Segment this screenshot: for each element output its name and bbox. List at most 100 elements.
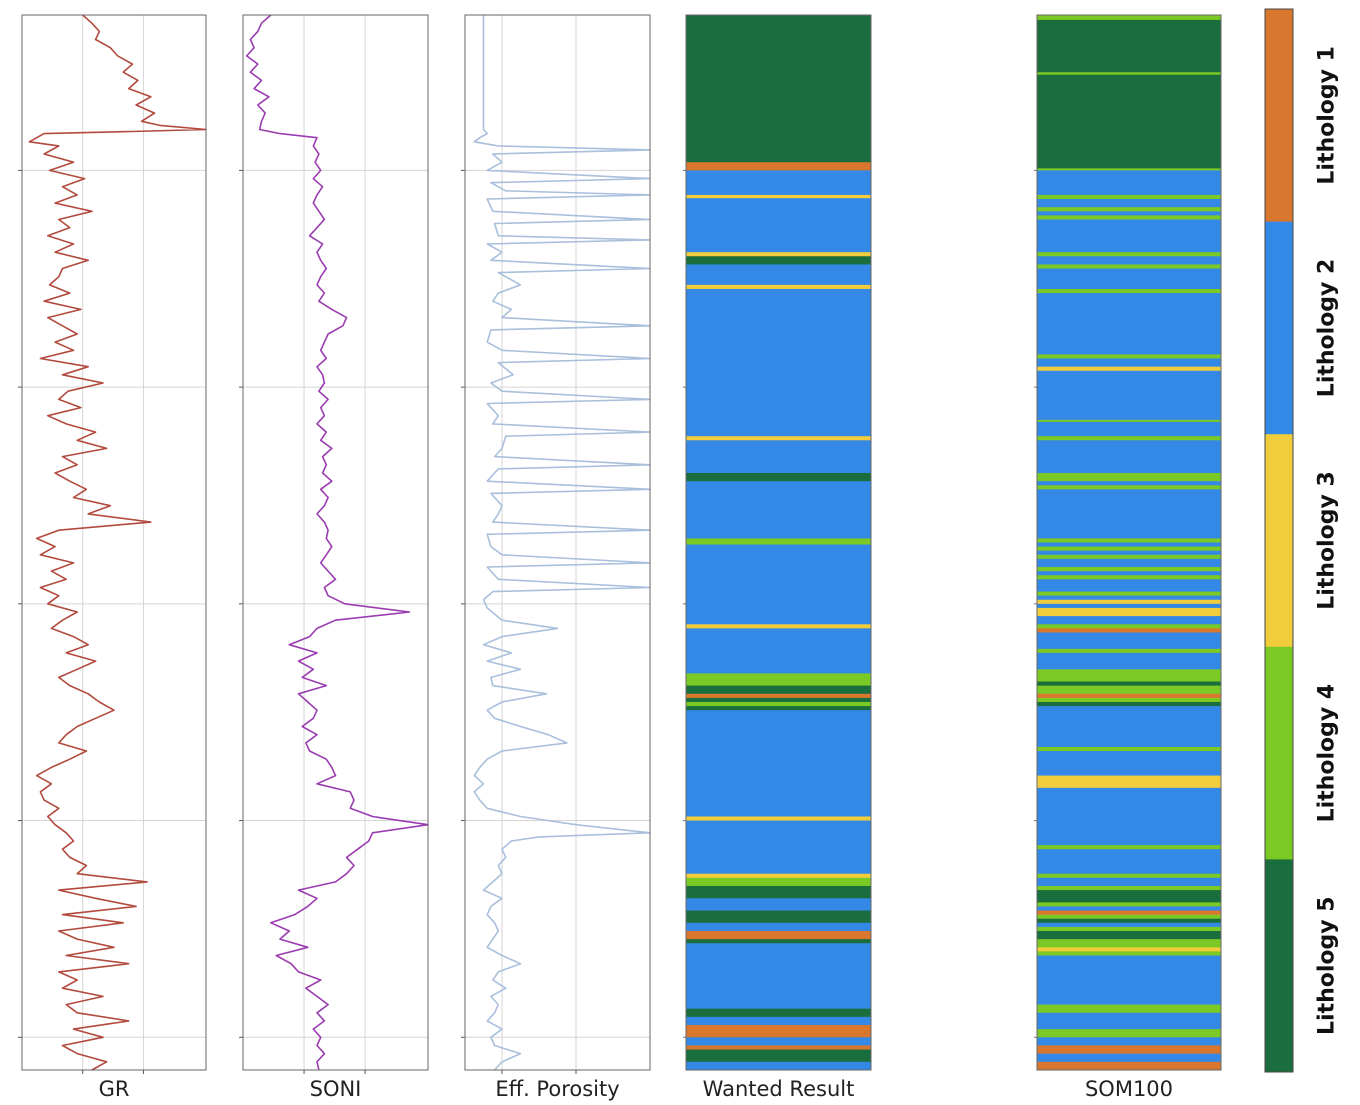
legend-swatch-4: [1265, 646, 1293, 860]
som100-track-segment-59: [1037, 746, 1221, 752]
legend-swatch-5: [1265, 859, 1293, 1073]
wanted-result-track-segment-42: [686, 1061, 871, 1071]
wanted-result-track-segment-27: [686, 873, 871, 879]
som100-track-segment-2: [1037, 72, 1221, 76]
wanted-result-track-segment-38: [686, 1025, 871, 1038]
som100-track-segment-40: [1037, 591, 1221, 597]
wanted-result-track-segment-8: [686, 284, 871, 290]
wanted-result-track-segment-13: [686, 481, 871, 539]
som100-track-segment-61: [1037, 775, 1221, 789]
som100-track-segment-3: [1037, 74, 1221, 169]
som100-track-segment-23: [1037, 421, 1221, 437]
som100-track-segment-71: [1037, 910, 1221, 916]
legend-label-4: Lithology 4: [1315, 684, 1340, 823]
som100-track: SOM100: [1034, 14, 1222, 1101]
som100-track-segment-13: [1037, 256, 1221, 265]
som100-track-segment-66: [1037, 877, 1221, 887]
som100-track-segment-69: [1037, 902, 1221, 907]
som100-track-segment-79: [1037, 951, 1221, 957]
som100-track-segment-77: [1037, 939, 1221, 948]
wanted-result-track-segment-14: [686, 538, 871, 546]
wanted-result-track-segment-41: [686, 1049, 871, 1063]
som100-track-segment-20: [1037, 366, 1221, 372]
som100-track-segment-49: [1037, 636, 1221, 650]
tracks-layer: GR SONI Eff. Porosity Wanted Result SOM100: [18, 14, 1222, 1101]
wanted-result-track-segment-37: [686, 1016, 871, 1026]
som100-track-segment-46: [1037, 624, 1221, 629]
som100-track-segment-11: [1037, 219, 1221, 253]
som100-track-segment-64: [1037, 849, 1221, 875]
som100-track-segment-35: [1037, 558, 1221, 568]
wanted-result-track-segment-40: [686, 1045, 871, 1051]
som100-track-segment-36: [1037, 567, 1221, 572]
som100-track-segment-27: [1037, 481, 1221, 486]
som100-track-segment-10: [1037, 215, 1221, 220]
eff-porosity-track: Eff. Porosity: [461, 14, 651, 1101]
eff-porosity-track-label: Eff. Porosity: [495, 1077, 619, 1101]
som100-track-segment-15: [1037, 268, 1221, 290]
legend-label-1: Lithology 1: [1315, 46, 1340, 185]
som100-track-segment-31: [1037, 542, 1221, 548]
wanted-result-track-segment-0: [686, 15, 871, 163]
wanted-result-track-segment-17: [686, 628, 871, 674]
wanted-result-track-segment-39: [686, 1037, 871, 1046]
som100-track-segment-8: [1037, 207, 1221, 212]
wanted-result-track-segment-21: [686, 697, 871, 703]
som100-track-segment-26: [1037, 472, 1221, 482]
som100-track-segment-58: [1037, 706, 1221, 748]
legend-label-5: Lithology 5: [1315, 896, 1340, 1035]
wanted-result-track-segment-3: [686, 194, 871, 199]
wanted-result-track-segment-9: [686, 288, 871, 437]
som100-track-segment-21: [1037, 370, 1221, 421]
som100-track-segment-53: [1037, 681, 1221, 687]
som100-track-segment-38: [1037, 575, 1221, 580]
som100-track-segment-33: [1037, 550, 1221, 556]
som100-track-segment-32: [1037, 546, 1221, 552]
wanted-result-track-segment-19: [686, 685, 871, 695]
som100-track-segment-51: [1037, 652, 1221, 670]
som100-track-segment-7: [1037, 199, 1221, 208]
wanted-result-track-segment-33: [686, 930, 871, 940]
wanted-result-track-segment-5: [686, 252, 871, 257]
som100-track-segment-83: [1037, 1029, 1221, 1038]
wanted-result-track-segment-30: [686, 898, 871, 912]
som100-track-segment-45: [1037, 616, 1221, 625]
som100-track-segment-0: [1037, 15, 1221, 21]
som100-track-segment-76: [1037, 930, 1221, 940]
som100-track-segment-34: [1037, 554, 1221, 560]
som100-track-segment-42: [1037, 599, 1221, 605]
som100-track-segment-70: [1037, 906, 1221, 912]
som100-track-segment-72: [1037, 914, 1221, 920]
som100-track-label: SOM100: [1085, 1077, 1173, 1101]
wanted-result-track-segment-18: [686, 673, 871, 687]
wanted-result-track-segment-16: [686, 624, 871, 629]
som100-track-segment-37: [1037, 571, 1221, 576]
soni-track: SONI: [239, 14, 429, 1101]
som100-track-segment-50: [1037, 648, 1221, 654]
som100-track-segment-84: [1037, 1037, 1221, 1046]
wanted-result-track-frame: [685, 14, 872, 1071]
wanted-result-track-segment-32: [686, 922, 871, 932]
som100-track-segment-56: [1037, 697, 1221, 703]
som100-track-segment-43: [1037, 603, 1221, 609]
som100-track-segment-60: [1037, 751, 1221, 777]
som100-track-segment-1: [1037, 19, 1221, 73]
wanted-result-track-segment-23: [686, 706, 871, 711]
som100-track-segment-65: [1037, 873, 1221, 879]
som100-track-segment-78: [1037, 947, 1221, 952]
wanted-result-track-segment-15: [686, 544, 871, 625]
wanted-result-track-segment-22: [686, 701, 871, 707]
som100-track-segment-62: [1037, 787, 1221, 846]
som100-track-frame: [1036, 14, 1222, 1071]
som100-track-segment-67: [1037, 885, 1221, 891]
som100-track-segment-17: [1037, 293, 1221, 355]
som100-track-segment-52: [1037, 669, 1221, 683]
wanted-result-track-segment-11: [686, 440, 871, 474]
wanted-result-track-segment-35: [686, 943, 871, 1010]
wanted-result-track-segment-7: [686, 264, 871, 286]
som100-track-segment-54: [1037, 685, 1221, 695]
som100-track-segment-30: [1037, 538, 1221, 543]
som100-track-segment-14: [1037, 264, 1221, 270]
soni-track-label: SONI: [310, 1077, 362, 1101]
